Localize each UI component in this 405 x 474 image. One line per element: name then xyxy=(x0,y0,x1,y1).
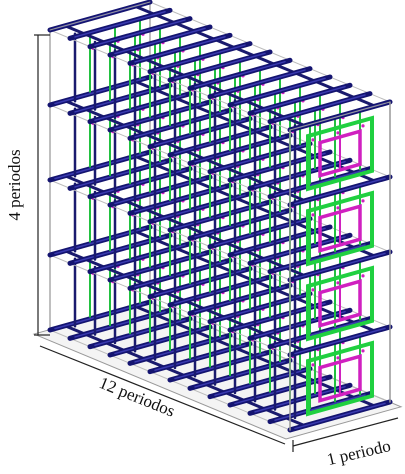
magenta-dot xyxy=(311,288,314,291)
magenta-dot xyxy=(361,124,364,127)
magenta-dot xyxy=(361,349,364,352)
magenta-dot xyxy=(336,131,339,134)
lattice-diagram: 4 periodos 12 periodos 1 periodo xyxy=(0,0,405,474)
magenta-dot xyxy=(311,213,314,216)
magenta-dot xyxy=(311,138,314,141)
magenta-dot xyxy=(311,363,314,366)
magenta-dot xyxy=(336,281,339,284)
label-vertical: 4 periodos xyxy=(5,149,24,220)
magenta-dot xyxy=(336,206,339,209)
magenta-dot xyxy=(361,274,364,277)
magenta-dot xyxy=(336,356,339,359)
magenta-dot xyxy=(361,199,364,202)
